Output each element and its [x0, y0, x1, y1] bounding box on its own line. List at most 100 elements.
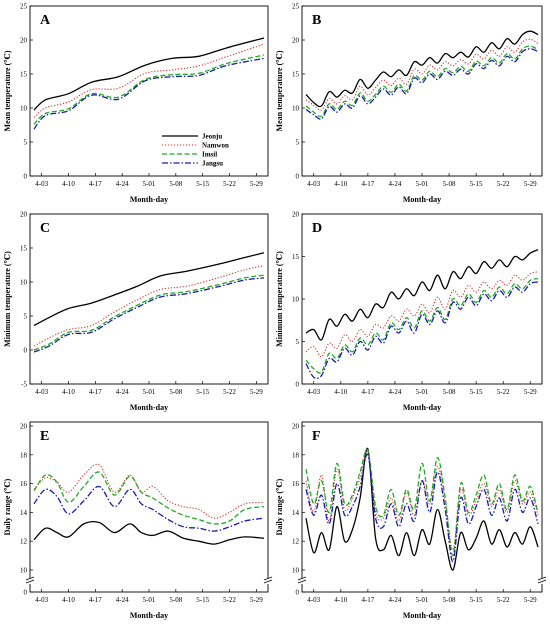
x-tick-label: 4-17	[89, 180, 102, 188]
x-tick-label: 5-22	[223, 388, 236, 396]
x-tick-label: 4-24	[116, 388, 129, 396]
x-tick-label: 5-22	[223, 180, 236, 188]
x-axis-label: Month-day	[403, 195, 441, 204]
y-tick-label: 15	[292, 71, 300, 79]
x-tick-label: 5-08	[443, 596, 456, 604]
x-tick-label: 4-03	[307, 180, 320, 188]
x-axis-label: Month-day	[403, 403, 441, 412]
x-tick-label: 5-01	[143, 596, 156, 604]
x-tick-label: 5-15	[470, 388, 483, 396]
x-tick-label: 5-29	[250, 596, 263, 604]
panel-letter: C	[40, 221, 50, 236]
y-tick-label: 10	[292, 105, 300, 113]
y-tick-label: 20	[20, 211, 28, 219]
x-tick-label: 5-15	[470, 180, 483, 188]
x-axis-label: Month-day	[130, 611, 168, 620]
axis-break-mask	[299, 578, 305, 584]
x-tick-label: 4-10	[62, 388, 75, 396]
x-tick-label: 4-17	[361, 388, 374, 396]
series-line-jeonju	[33, 252, 265, 327]
series-line-imsil	[33, 471, 265, 525]
x-tick-label: 4-24	[389, 180, 402, 188]
y-tick-label: 10	[20, 105, 28, 113]
x-tick-label: 5-01	[416, 388, 429, 396]
x-tick-label: 4-10	[334, 180, 347, 188]
y-tick-label: 25	[292, 3, 300, 11]
x-tick-label: 4-17	[361, 180, 374, 188]
x-tick-label: 5-22	[497, 596, 510, 604]
panel-letter: B	[312, 13, 321, 28]
series-line-namwon	[305, 38, 539, 111]
panel-letter: E	[40, 429, 49, 444]
axis-break-mask	[27, 578, 33, 584]
y-tick-label: 0	[296, 589, 300, 597]
series-line-jangsu	[33, 277, 265, 353]
panel-letter: D	[312, 221, 322, 236]
x-tick-label: 5-15	[196, 180, 209, 188]
series-line-namwon	[33, 265, 265, 347]
series-line-namwon	[33, 43, 265, 118]
axis-break-mark	[537, 576, 547, 581]
x-tick-label: 4-24	[389, 388, 402, 396]
x-tick-label: 4-17	[89, 388, 102, 396]
axis-break-mark	[263, 576, 273, 581]
series-line-jeonju	[305, 249, 539, 341]
axis-break-mark	[25, 576, 35, 581]
y-tick-label: 15	[20, 71, 28, 79]
x-tick-label: 4-10	[334, 596, 347, 604]
plot-frame	[29, 421, 269, 593]
series-line-jeonju	[33, 521, 265, 545]
x-tick-label: 5-08	[169, 180, 182, 188]
panel-e: 0 10 12 14 16 18 20 4-03 4-10 4-17 4-24 5-01 5-08 5-1…	[3, 421, 273, 620]
series-line-imsil	[33, 274, 265, 351]
x-tick-label: 5-29	[250, 180, 263, 188]
x-tick-label: 5-22	[223, 596, 236, 604]
series-line-namwon	[305, 271, 539, 358]
y-tick-label: 20	[292, 211, 300, 219]
y-tick-label: 25	[20, 3, 28, 11]
y-tick-label: 10	[20, 279, 28, 287]
x-tick-label: 4-10	[62, 180, 75, 188]
axis-break-mark	[297, 579, 307, 584]
y-tick-label: 15	[20, 245, 28, 253]
series-line-jangsu	[33, 57, 265, 130]
plot-frame	[301, 5, 543, 177]
y-tick-label: 12	[20, 538, 28, 546]
y-axis-label: Mean temperature (℃)	[3, 50, 12, 131]
plot-frame	[301, 213, 543, 385]
y-tick-label: 5	[24, 139, 28, 147]
y-tick-label: 16	[20, 480, 28, 488]
x-tick-label: 5-29	[524, 388, 537, 396]
y-tick-label: -5	[21, 381, 27, 389]
panel-a: 0 5 10 15 20 25 4-03 4-10 4-17 4-24 5-01 5-08 5-15 5-…	[3, 3, 269, 204]
x-tick-label: 5-29	[524, 180, 537, 188]
y-tick-label: 0	[296, 173, 300, 181]
y-tick-label: 12	[292, 538, 300, 546]
y-tick-label: 0	[24, 347, 28, 355]
x-tick-label: 5-08	[169, 388, 182, 396]
y-tick-label: 20	[292, 37, 300, 45]
x-tick-label: 4-03	[307, 388, 320, 396]
y-axis-label: Daily range (℃)	[3, 478, 12, 535]
x-tick-label: 5-15	[470, 596, 483, 604]
x-tick-label: 5-15	[196, 388, 209, 396]
x-tick-label: 4-24	[389, 596, 402, 604]
panel-f: 0 10 12 14 16 18 20 4-03 4-10 4-17 4-24 5-01 5-08 5-1…	[275, 421, 547, 620]
legend-label-namwon: Namwon	[202, 142, 229, 150]
y-tick-label: 18	[20, 451, 28, 459]
series-line-jeonju	[33, 37, 265, 111]
axis-break-mask	[539, 578, 545, 584]
y-tick-label: 20	[20, 423, 28, 431]
x-tick-label: 5-22	[497, 180, 510, 188]
x-tick-label: 4-17	[89, 596, 102, 604]
panel-letter: F	[312, 429, 321, 444]
y-tick-label: 5	[24, 313, 28, 321]
series-line-namwon	[305, 450, 539, 551]
x-tick-label: 4-10	[62, 596, 75, 604]
x-tick-label: 4-03	[307, 596, 320, 604]
x-axis-label: Month-day	[130, 195, 168, 204]
panel-c: -5 0 5 10 15 20 4-03 4-10 4-17 4-24 5-01 5-08 5-15 5-…	[3, 211, 269, 412]
x-tick-label: 5-29	[250, 388, 263, 396]
x-tick-label: 4-03	[35, 180, 48, 188]
